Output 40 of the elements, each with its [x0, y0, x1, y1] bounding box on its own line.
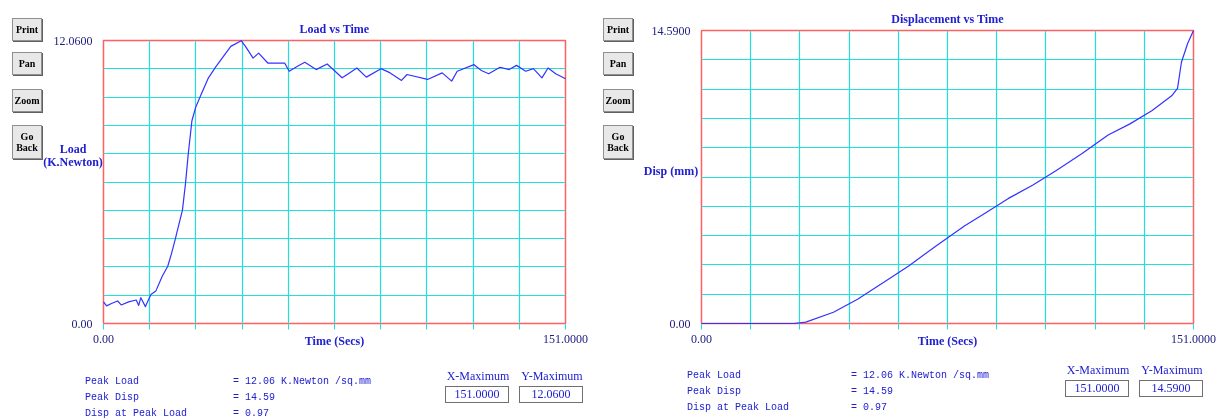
text: = 0.97 [851, 402, 888, 413]
text: Go Back [12, 125, 42, 159]
text: 12.0600 [519, 386, 583, 404]
text: Disp at Peak Load [85, 408, 188, 419]
chart-title: Displacement vs Time [891, 11, 1005, 26]
text: 151.0000 [445, 386, 509, 404]
text: Peak Disp [85, 392, 140, 403]
text: Zoom [603, 89, 633, 112]
text: Zoom [12, 89, 42, 112]
line-series [102, 40, 567, 308]
text: = 12.06 K.Newton /sq.mm [233, 376, 372, 387]
x-tick-label: 0.00 [691, 331, 712, 346]
chart-title: Load vs Time [299, 21, 370, 36]
text: X-Maximum [445, 369, 511, 384]
text: Peak Load [687, 370, 742, 381]
text: Peak Disp [687, 386, 742, 397]
text: Go Back [603, 125, 633, 159]
text: X-Maximum [1065, 363, 1131, 378]
x-axis-title: Time (Secs) [917, 333, 978, 348]
text: = 0.97 [233, 408, 270, 419]
text: = 14.59 [851, 386, 894, 397]
line-series [700, 29, 1195, 325]
text: Print [603, 18, 633, 41]
text: 14.5900 [1139, 380, 1203, 398]
x-tick-label: 151.0000 [543, 331, 588, 346]
text: Pan [603, 52, 633, 75]
x-axis-title: Time (Secs) [304, 333, 365, 348]
y-axis-title: Load (K.Newton) [42, 142, 104, 170]
text: Disp at Peak Load [687, 402, 790, 413]
text: = 12.06 K.Newton /sq.mm [851, 370, 990, 381]
text: 151.0000 [1065, 380, 1129, 398]
y-axis-title: Disp (mm) [642, 164, 700, 179]
text: Pan [12, 52, 42, 75]
text: Print [12, 18, 42, 41]
x-tick-label: 151.0000 [1171, 331, 1216, 346]
text: = 14.59 [233, 392, 276, 403]
x-tick-label: 0.00 [93, 331, 114, 346]
text: Y-Maximum [520, 369, 584, 384]
text: Peak Load [85, 376, 140, 387]
text: Y-Maximum [1140, 363, 1204, 378]
